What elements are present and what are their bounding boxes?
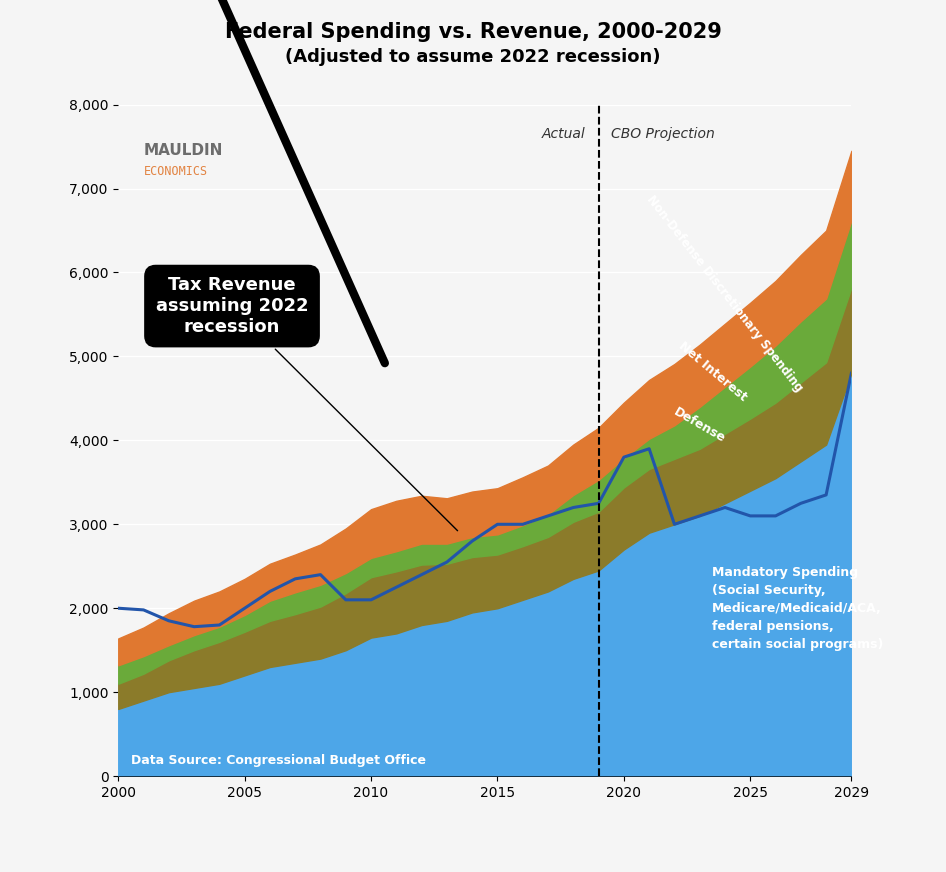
Text: Mandatory Spending
(Social Security,
Medicare/Medicaid/ACA,
federal pensions,
ce: Mandatory Spending (Social Security, Med…: [712, 566, 884, 651]
Text: Tax Revenue
assuming 2022
recession: Tax Revenue assuming 2022 recession: [156, 276, 458, 531]
Text: Federal Spending vs. Revenue, 2000-2029: Federal Spending vs. Revenue, 2000-2029: [224, 22, 722, 42]
Text: (Adjusted to assume 2022 recession): (Adjusted to assume 2022 recession): [286, 48, 660, 66]
Text: Data Source: Congressional Budget Office: Data Source: Congressional Budget Office: [131, 754, 426, 766]
Text: Non-Defense Discretionary Spending: Non-Defense Discretionary Spending: [644, 193, 806, 394]
Text: Defense: Defense: [672, 405, 727, 446]
Text: Net Interest: Net Interest: [675, 339, 749, 404]
Text: CBO Projection: CBO Projection: [611, 127, 715, 141]
Text: MAULDIN: MAULDIN: [144, 143, 223, 159]
Text: Actual: Actual: [542, 127, 586, 141]
Text: ECONOMICS: ECONOMICS: [144, 166, 208, 178]
